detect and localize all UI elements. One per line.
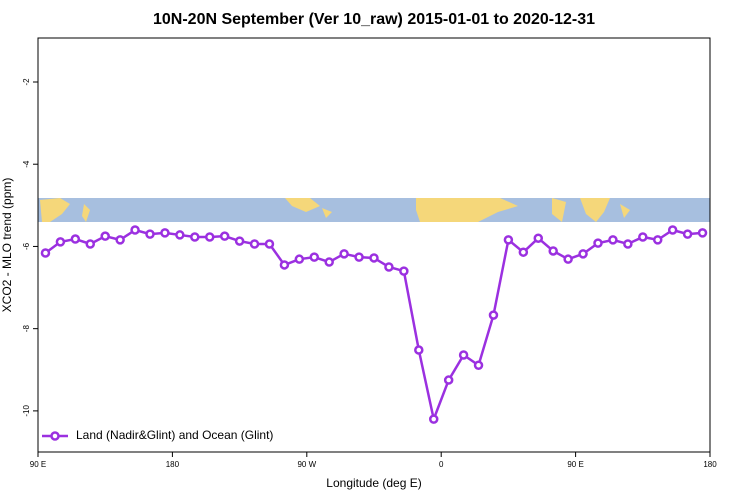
point <box>339 249 349 259</box>
point <box>652 235 663 245</box>
point <box>100 231 110 241</box>
y-axis-label: XCO2 - MLO trend (ppm) <box>0 178 14 313</box>
point <box>667 225 678 235</box>
point <box>70 234 81 244</box>
x-axis-label: Longitude (deg E) <box>326 476 421 490</box>
point <box>593 238 603 248</box>
point <box>219 231 230 241</box>
x-tick-label: 0 <box>439 460 444 469</box>
legend-marker <box>50 431 60 441</box>
point <box>458 350 469 360</box>
point <box>249 239 260 249</box>
legend-label: Land (Nadir&Glint) and Ocean (Glint) <box>76 428 273 442</box>
point <box>399 266 409 276</box>
point <box>563 254 573 264</box>
point <box>55 237 66 247</box>
point <box>578 249 588 259</box>
point <box>130 225 140 235</box>
x-tick-label: 90 E <box>567 460 583 469</box>
point <box>384 262 394 272</box>
point <box>428 414 439 424</box>
point <box>533 233 544 243</box>
point <box>623 239 633 249</box>
point <box>443 375 454 385</box>
point <box>279 260 290 270</box>
point <box>234 236 245 246</box>
point <box>488 310 499 320</box>
y-tick-label: -4 <box>22 160 31 168</box>
point <box>294 254 305 264</box>
point <box>503 235 514 245</box>
point <box>473 360 484 371</box>
point <box>85 239 96 249</box>
point <box>190 232 200 242</box>
point <box>175 230 185 240</box>
x-tick-label: 90 W <box>297 460 316 469</box>
point <box>414 345 424 355</box>
point <box>40 248 51 258</box>
point <box>145 229 155 239</box>
y-tick-label: -8 <box>22 325 31 333</box>
point <box>518 247 529 257</box>
map-band <box>38 198 710 222</box>
y-tick-label: -10 <box>22 405 31 417</box>
x-tick-label: 90 E <box>30 460 46 469</box>
x-tick-label: 180 <box>166 460 180 469</box>
y-tick-label: -2 <box>22 78 31 86</box>
plot-frame <box>37 37 711 453</box>
point <box>369 253 379 263</box>
point <box>160 228 170 238</box>
chart-title: 10N-20N September (Ver 10_raw) 2015-01-0… <box>153 11 595 28</box>
y-tick-label: -6 <box>22 242 31 250</box>
point <box>682 229 693 239</box>
point <box>204 232 215 242</box>
point <box>309 252 320 262</box>
point <box>324 257 334 267</box>
point <box>697 228 708 238</box>
point <box>548 246 558 256</box>
point <box>608 235 618 245</box>
point <box>115 235 125 245</box>
x-tick-label: 180 <box>703 460 717 469</box>
point <box>354 252 364 262</box>
point <box>638 232 648 242</box>
point <box>264 239 275 249</box>
